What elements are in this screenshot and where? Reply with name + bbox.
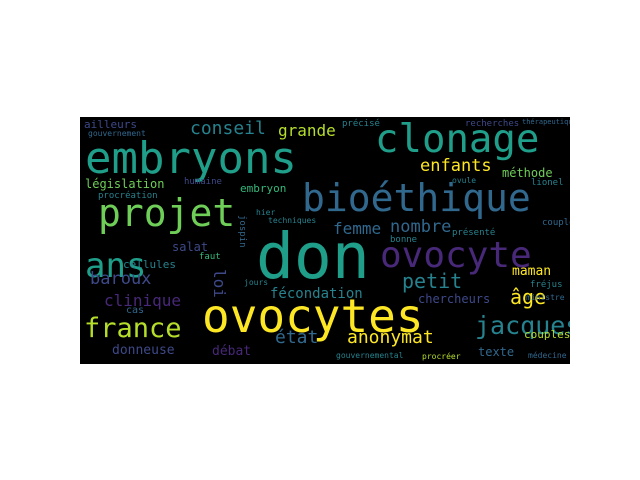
word-cloud: don ovocytes embryons clonage bioéthique… [80,117,570,364]
word-faut: faut [199,252,221,262]
word-precise: précisé [342,119,380,129]
word-humaine: humaine [184,177,222,187]
word-anonymat: anonymat [347,327,434,348]
word-recherches: recherches [465,119,520,129]
word-donneuse: donneuse [112,343,175,358]
word-ans: ans [85,246,147,286]
word-couple: couple [542,218,570,228]
word-grande: grande [278,121,336,140]
word-bioethique: bioéthique [302,176,531,220]
word-ailleurs: ailleurs [84,118,137,131]
word-loi: loi [210,269,229,298]
word-presente: présenté [452,228,496,238]
word-embryon: embryon [240,182,287,195]
word-legislation: législation [85,177,165,191]
word-etat: état [275,327,319,348]
word-ovocyte: ovocyte [380,235,532,276]
word-medecine: médecine [528,351,567,360]
word-chercheurs: chercheurs [418,292,491,306]
word-procreer: procréer [422,352,461,361]
word-conseil: conseil [190,118,266,139]
word-fecondation: fécondation [270,286,363,302]
word-femme: femme [333,219,382,238]
word-jospin: jospin [237,215,247,248]
word-jacques: jacques [475,311,570,340]
word-enfants: enfants [420,156,492,176]
word-clinique: clinique [104,291,182,310]
word-ovocytes: ovocytes [202,289,424,343]
word-france: france [84,313,182,344]
word-jours: jours [244,278,269,287]
word-clonage: clonage [375,117,540,162]
word-ministre: ministre [526,293,565,302]
word-gouvernement: gouvernement [88,129,146,138]
word-ovule: ovule [452,176,477,185]
word-hier: hier [256,208,276,217]
word-projet: projet [98,191,236,235]
word-nombre: nombre [390,217,452,237]
word-therapeutique: thérapeutique [522,118,570,126]
word-frejus: fréjus [530,280,563,290]
word-baroux: baroux [90,269,152,289]
word-techniques: techniques [268,216,317,225]
word-salat: salat [172,240,209,254]
word-methode: méthode [502,166,553,180]
word-maman: maman [512,264,552,279]
word-petit: petit [402,269,463,293]
word-texte: texte [478,345,515,359]
word-age: âge [510,285,547,309]
word-don: don [256,220,370,293]
word-embryons: embryons [85,133,297,184]
word-gouvernemental: gouvernemental [336,351,404,360]
word-cellules: cellules [123,258,176,271]
word-bonne: bonne [390,235,418,245]
word-couples: couples [524,328,570,341]
word-cas: cas [126,305,145,316]
word-lionel: lionel [531,178,564,188]
word-debat: débat [212,344,252,359]
word-procreation: procréation [98,191,158,201]
